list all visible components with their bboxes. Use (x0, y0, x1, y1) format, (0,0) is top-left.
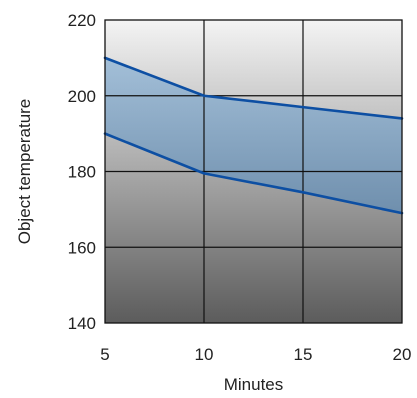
temperature-range-band (105, 57, 402, 214)
x-axis-label: Minutes (224, 375, 284, 394)
y-tick-label-220: 220 (68, 11, 96, 30)
y-axis-label: Object temperature (15, 99, 34, 245)
x-tick-label-10: 10 (195, 345, 214, 364)
upper-series-line (103, 56, 404, 120)
grid (105, 20, 402, 323)
x-tick-label-15: 15 (294, 345, 313, 364)
y-tick-label-200: 200 (68, 87, 96, 106)
lower-series-line (103, 132, 404, 215)
y-tick-labels: 140 160 180 200 220 (68, 11, 96, 333)
x-tick-label-5: 5 (100, 345, 109, 364)
x-tick-labels: 5 10 15 20 (100, 345, 411, 364)
series-lines (103, 56, 404, 215)
y-tick-label-160: 160 (68, 238, 96, 257)
y-tick-label-140: 140 (68, 314, 96, 333)
x-tick-label-20: 20 (393, 345, 412, 364)
y-tick-label-180: 180 (68, 163, 96, 182)
plot-border (104, 19, 403, 324)
